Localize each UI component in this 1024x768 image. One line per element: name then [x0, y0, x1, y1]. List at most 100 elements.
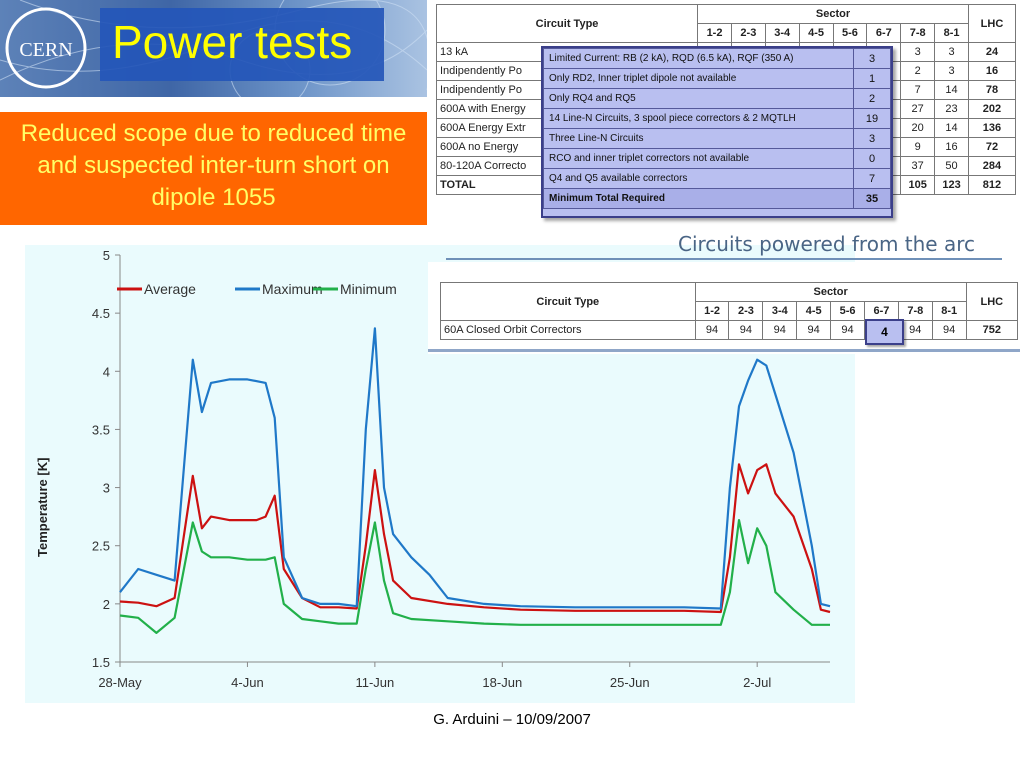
arc-sector-header: 6-7 — [863, 301, 899, 321]
list-item: Only RQ4 and RQ5 2 — [543, 88, 891, 109]
total-value: 35 — [853, 188, 891, 209]
y-tick-label: 5 — [103, 248, 110, 263]
limitation-value: 2 — [853, 88, 891, 109]
total-row: Minimum Total Required 35 — [543, 188, 891, 209]
y-tick-label: 4 — [103, 364, 110, 379]
lhc-total-cell: 284 — [967, 156, 1017, 176]
limitation-value: 7 — [853, 168, 891, 189]
chart-axes — [119, 255, 830, 663]
arc-sector-header: 1-2 — [694, 301, 730, 321]
scope-note-text: Reduced scope due to reduced time and su… — [20, 120, 407, 211]
lhc-total-cell: 202 — [967, 99, 1017, 119]
arc-col-lhc: LHC — [965, 282, 1019, 321]
arc-table-underline — [428, 349, 1020, 352]
arc-title-divider — [446, 258, 1002, 260]
legend-label-maximum: Maximum — [262, 281, 323, 297]
series-line-average — [119, 463, 831, 614]
y-axis-label: Temperature [K] — [35, 458, 50, 557]
list-item: Only RD2, Inner triplet dipole not avail… — [543, 68, 891, 89]
arc-lhc-total: 752 — [965, 320, 1019, 340]
col-sector: Sector — [697, 4, 969, 24]
arc-sector-cell: 94 — [694, 320, 730, 340]
sector-81-cell: 123 — [934, 175, 969, 195]
sector-header: 8-1 — [934, 23, 969, 43]
lhc-total-cell: 72 — [967, 137, 1017, 157]
limitation-label: Q4 and Q5 available correctors — [543, 168, 854, 189]
x-tick-label: 25-Jun — [610, 675, 650, 690]
limitation-label: Only RD2, Inner triplet dipole not avail… — [543, 68, 854, 89]
arc-sector-cell: 94 — [830, 320, 865, 340]
y-tick-label: 3 — [103, 481, 110, 496]
sector-78-cell: 2 — [900, 61, 936, 81]
arc-table: Circuit Type Sector LHC 1-2 2-3 3-4 4-5 5-6 6… — [440, 282, 1019, 340]
sector-81-cell: 14 — [934, 118, 969, 138]
arc-table-panel: Circuit Type Sector LHC 1-2 2-3 3-4 4-5 5-6 6… — [428, 262, 1024, 354]
sector-67-highlight: 4 — [865, 319, 904, 345]
header-banner: CERN Power tests — [0, 0, 427, 97]
lhc-total-cell: 78 — [967, 80, 1017, 100]
arc-sector-cell: 94 — [796, 320, 832, 340]
sector-header: 5-6 — [832, 23, 868, 43]
temperature-chart: 1.5 2 2.5 3 3.5 4 4.5 5 28-May 4-Jun 11-Jun 18-Jun 2… — [35, 248, 831, 690]
arc-sector-cell: 94 — [762, 320, 798, 340]
sector-78-cell: 20 — [900, 118, 936, 138]
table-row: 60A Closed Orbit Correctors 949494949449… — [440, 320, 1019, 340]
lhc-total-cell: 812 — [967, 175, 1017, 195]
arc-section-title: Circuits powered from the arc — [678, 232, 976, 256]
sector-78-cell: 3 — [900, 42, 936, 62]
series-line-maximum — [119, 327, 831, 610]
y-tick-label: 1.5 — [92, 655, 110, 670]
limitation-label: Limited Current: RB (2 kA), RQD (6.5 kA)… — [543, 48, 854, 69]
arc-sector-header: 8-1 — [931, 301, 967, 321]
scope-note-box — [0, 112, 427, 225]
cern-logo: CERN — [5, 7, 87, 89]
limitation-value: 0 — [853, 148, 891, 169]
chart-legend: Average Maximum Minimum — [117, 281, 397, 297]
x-tick-label: 18-Jun — [482, 675, 522, 690]
sector-header: 3-4 — [764, 23, 800, 43]
sector-81-cell: 3 — [934, 42, 969, 62]
y-tick-label: 2.5 — [92, 539, 110, 554]
col-circuit-type: Circuit Type — [435, 4, 699, 43]
sector-81-cell: 16 — [934, 137, 969, 157]
list-item: Q4 and Q5 available correctors 7 — [543, 168, 891, 189]
limitation-label: RCO and inner triplet correctors not ava… — [543, 148, 854, 169]
limitation-value: 19 — [853, 108, 891, 129]
arc-sector-header: 4-5 — [796, 301, 832, 321]
arc-sector-header: 7-8 — [897, 301, 933, 321]
title-box — [100, 8, 384, 81]
chart-series — [119, 327, 831, 634]
sector-78-cell: 7 — [900, 80, 936, 100]
lhc-total-cell: 136 — [967, 118, 1017, 138]
sector-78-cell: 37 — [900, 156, 936, 176]
sector-header: 1-2 — [697, 23, 732, 43]
total-label: Minimum Total Required — [543, 188, 854, 209]
sector-header: 4-5 — [798, 23, 834, 43]
legend-label-minimum: Minimum — [340, 281, 397, 297]
sector-81-cell: 50 — [934, 156, 969, 176]
sector-header: 6-7 — [866, 23, 902, 43]
cern-logo-text: CERN — [19, 39, 72, 61]
chart-ticks: 1.5 2 2.5 3 3.5 4 4.5 5 28-May 4-Jun 11-Jun 18-Jun 2… — [92, 248, 771, 690]
series-line-minimum — [119, 519, 830, 634]
limitation-label: 14 Line-N Circuits, 3 spool piece correc… — [543, 108, 854, 129]
x-tick-label: 2-Jul — [743, 675, 771, 690]
x-tick-label: 11-Jun — [355, 675, 394, 690]
page-title: Power tests — [112, 16, 353, 68]
sector-78-cell: 105 — [900, 175, 936, 195]
y-tick-label: 3.5 — [92, 422, 110, 437]
sector-78-cell: 27 — [900, 99, 936, 119]
limitations-popup: Limited Current: RB (2 kA), RQD (6.5 kA)… — [541, 46, 893, 218]
arc-col-sector: Sector — [694, 282, 967, 302]
x-tick-label: 4-Jun — [231, 675, 264, 690]
arc-sector-header: 2-3 — [728, 301, 764, 321]
limitation-label: Three Line-N Circuits — [543, 128, 854, 149]
arc-col-circuit-type: Circuit Type — [440, 282, 696, 321]
arc-sector-header: 5-6 — [830, 301, 865, 321]
y-tick-label: 2 — [103, 597, 110, 612]
sector-78-cell: 9 — [900, 137, 936, 157]
legend-label-average: Average — [144, 281, 196, 297]
sector-81-cell: 14 — [934, 80, 969, 100]
arc-sector-cell: 94 — [931, 320, 967, 340]
footer-credit: G. Arduini – 10/09/2007 — [433, 711, 591, 728]
